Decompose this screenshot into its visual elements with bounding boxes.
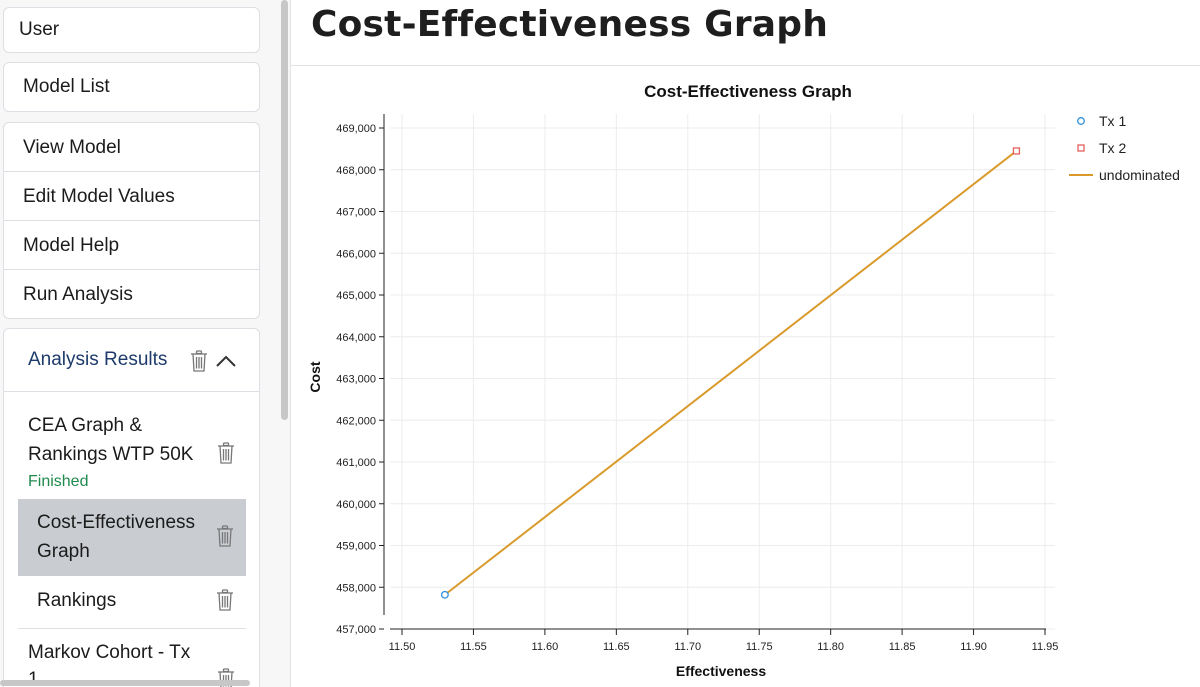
result-item-title[interactable]: Rankings WTP 50K	[28, 444, 194, 465]
legend-swatch	[1077, 144, 1085, 152]
user-card[interactable]: User	[3, 7, 260, 53]
run-analysis-link[interactable]: Run Analysis	[23, 284, 133, 305]
undominated-line	[444, 150, 1018, 596]
analysis-results-title[interactable]: Analysis Results	[28, 349, 168, 370]
result-subitem-label: Cost-Effectiveness	[37, 512, 196, 533]
x-tick-label: 11.55	[460, 641, 487, 653]
chart-marks	[440, 147, 1021, 599]
y-tick-label: 468,000	[336, 165, 376, 177]
point-tx1	[440, 590, 449, 599]
model-list-card[interactable]: Model List	[3, 62, 260, 112]
trash-icon[interactable]	[188, 349, 210, 373]
result-item-title[interactable]: 1	[28, 669, 39, 687]
model-list-link[interactable]: Model List	[23, 76, 110, 97]
legend-label: Tx 1	[1099, 113, 1126, 129]
x-tick-label: 11.80	[817, 641, 844, 653]
y-tick-label: 467,000	[336, 207, 376, 219]
y-tick-label: 457,000	[336, 624, 376, 636]
title-divider	[291, 65, 1200, 66]
y-tick-label: 465,000	[336, 290, 376, 302]
page-title: Cost-Effectiveness Graph	[311, 4, 829, 45]
view-model-link[interactable]: View Model	[4, 123, 259, 172]
chart-grid	[390, 114, 1055, 630]
y-tick-label: 458,000	[336, 582, 376, 594]
chart-legend: Tx 1 Tx 2 undominated	[1069, 113, 1180, 183]
divider	[18, 628, 246, 629]
chevron-up-icon[interactable]	[215, 349, 237, 373]
user-link[interactable]: User	[19, 19, 60, 40]
result-item-title[interactable]: CEA Graph &	[28, 415, 143, 436]
y-axis-label: Cost	[307, 361, 323, 392]
edit-model-values-link[interactable]: Edit Model Values	[4, 172, 259, 221]
analysis-results-header[interactable]: Analysis Results	[4, 329, 259, 392]
trash-icon[interactable]	[214, 524, 236, 548]
x-tick-label: 11.75	[746, 641, 773, 653]
status-badge: Finished	[28, 473, 89, 490]
result-subitem-label: Graph	[37, 541, 90, 562]
y-tick-label: 464,000	[336, 332, 376, 344]
result-item-title[interactable]: Markov Cohort - Tx	[28, 642, 191, 663]
y-tick-label: 466,000	[336, 248, 376, 260]
sidebar-vertical-scrollbar[interactable]	[281, 0, 288, 420]
y-tick-label: 460,000	[336, 499, 376, 511]
trash-icon[interactable]	[214, 588, 236, 612]
x-tick-label: 11.50	[389, 641, 416, 653]
analysis-results-panel: Analysis Results CEA Graph & Rankings WT…	[3, 328, 260, 687]
x-tick-label: 11.85	[889, 641, 916, 653]
legend-swatch	[1077, 117, 1085, 125]
y-tick-label: 459,000	[336, 541, 376, 553]
trash-icon[interactable]	[215, 441, 237, 465]
y-tick-label: 461,000	[336, 457, 376, 469]
legend-label: undominated	[1099, 167, 1180, 183]
sidebar-divider	[290, 0, 291, 687]
sidebar: User Model List View Model Edit Model Va…	[0, 0, 290, 687]
x-axis-label: Effectiveness	[676, 663, 766, 679]
y-tick-label: 463,000	[336, 374, 376, 386]
x-tick-label: 11.60	[532, 641, 559, 653]
cost-effectiveness-chart: Cost-Effectiveness Graph 11.50 11.55 11.60…	[307, 82, 1180, 679]
result-subitem-cost-effectiveness-graph[interactable]: Cost-Effectiveness Graph	[18, 499, 246, 576]
legend-label: Tx 2	[1099, 140, 1126, 156]
point-tx2	[1012, 147, 1021, 155]
model-help-link[interactable]: Model Help	[4, 221, 259, 270]
x-tick-label: 11.95	[1032, 641, 1059, 653]
result-subitem-rankings[interactable]: Rankings	[18, 586, 246, 626]
sidebar-horizontal-scrollbar[interactable]	[0, 680, 250, 686]
y-tick-label: 462,000	[336, 415, 376, 427]
y-tick-label: 469,000	[336, 123, 376, 135]
x-tick-label: 11.90	[960, 641, 987, 653]
chart-title: Cost-Effectiveness Graph	[644, 82, 852, 101]
model-menu: View Model Edit Model Values Model Help …	[3, 122, 260, 319]
x-tick-label: 11.65	[603, 641, 630, 653]
x-tick-label: 11.70	[674, 641, 701, 653]
chart-axes: 11.50 11.55 11.60 11.65 11.70 11.75 11.80 11.85…	[336, 114, 1058, 653]
result-subitem-label: Rankings	[37, 590, 117, 611]
